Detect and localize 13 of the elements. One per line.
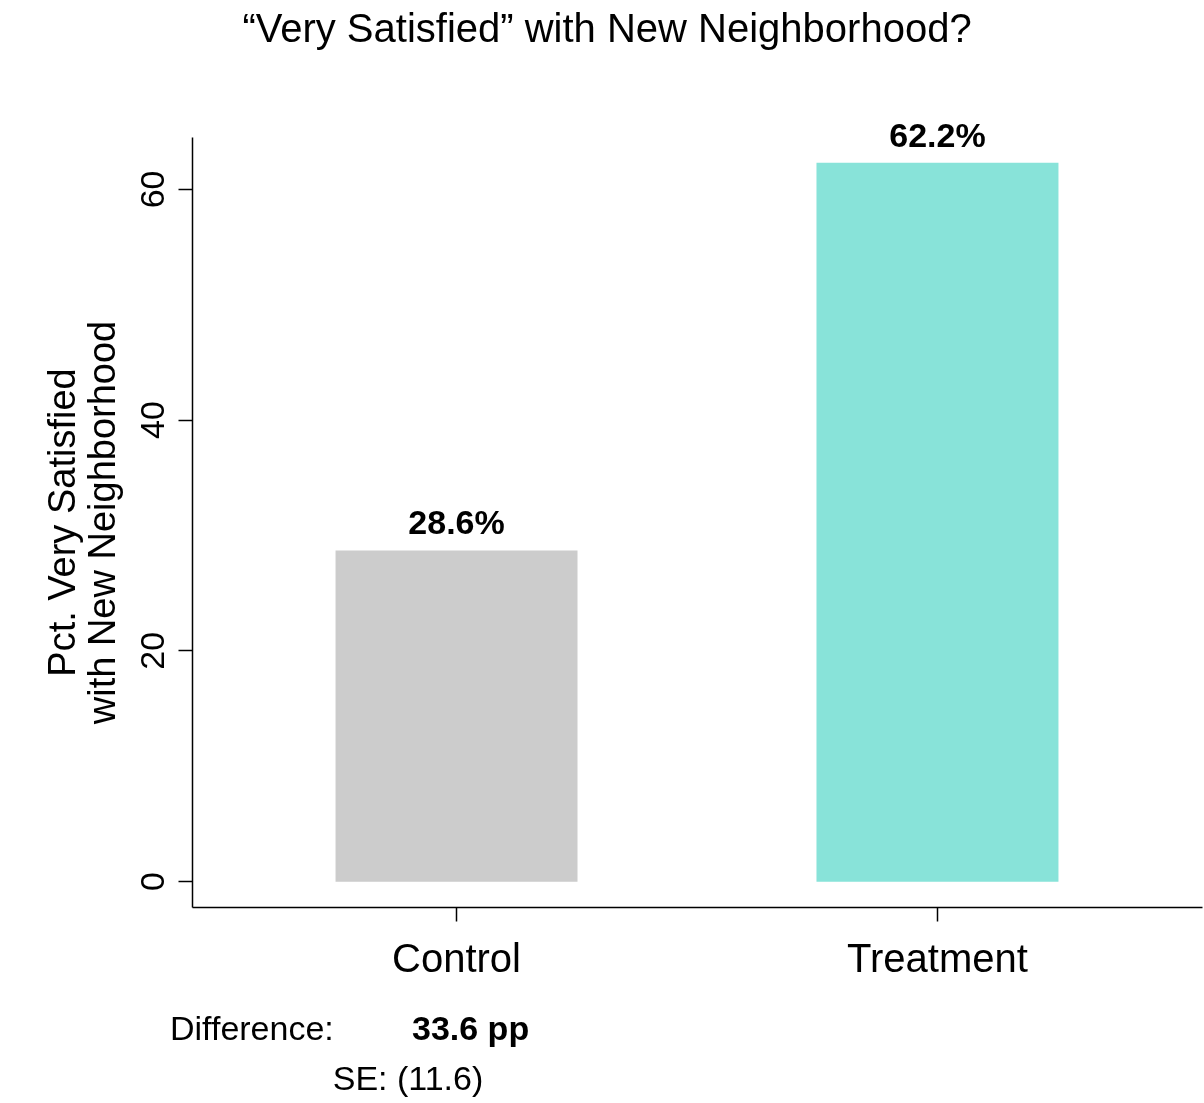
- data-label: 62.2%: [889, 115, 986, 154]
- y-tick-label: 60: [132, 170, 171, 209]
- x-tick-label: Treatment: [847, 935, 1028, 980]
- y-tick-label: 40: [132, 401, 171, 440]
- y-tick-label: 0: [132, 872, 171, 892]
- text: 33.6 pp: [412, 1009, 530, 1047]
- y-axis-title: Pct. Very Satisfied with New Neighborhood: [40, 320, 123, 726]
- text: SE: (11.6): [332, 1059, 484, 1097]
- text: Difference:: [170, 1009, 334, 1047]
- x-tick-label: Control: [392, 935, 521, 980]
- data-label: 28.6%: [408, 503, 505, 542]
- y-tick-label: 20: [132, 631, 171, 670]
- chart-title: “Very Satisfied” with New Neighborhood?: [242, 5, 972, 50]
